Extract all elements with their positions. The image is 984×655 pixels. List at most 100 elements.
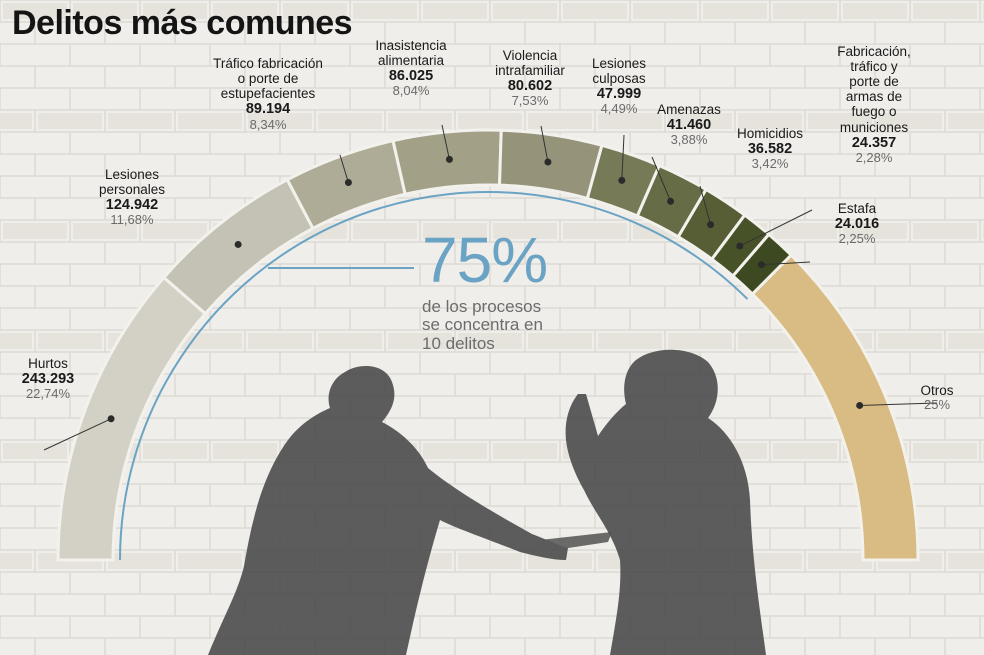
brick [318,113,382,129]
brick [283,3,347,19]
label-violencia-intrafamiliar: Violencia intrafamiliar 80.602 7,53% [440,48,620,109]
brick [493,3,557,19]
brick [563,3,627,19]
brick [178,553,242,569]
brick [143,223,207,239]
brick [913,443,977,459]
leader-dot-lesiones-culposas [618,176,626,184]
brick [388,333,452,349]
label-name-line: Tráfico fabricación [213,56,323,71]
brick [738,333,802,349]
leader-dot-fabricacion-trafico-y-porte-de-armas-de-fuego-o-municiones [736,242,744,250]
leader-line-lesiones-culposas [621,134,625,181]
label-lesiones-culposas: Lesiones culposas 47.999 4,49% [529,56,709,117]
brick [913,3,977,19]
brick [773,3,837,19]
leader-line-trafico-fabricacion-o-porte-de-estupefacientes [339,154,349,183]
label-value: 89.194 [245,101,291,118]
brick [423,3,487,19]
brick [38,113,102,129]
label-name-line: Amenazas [657,102,721,117]
leader-dot-otros [856,401,864,409]
brick [213,3,277,19]
slice-inasistencia-alimentaria [391,128,503,197]
chart-title: Delitos más comunes [12,4,353,42]
center-annotation: 75% de los procesos se concentra en 10 d… [422,224,548,353]
brick [248,333,312,349]
leader-line-estafa [761,261,811,266]
brick [3,3,67,19]
leader-line-violencia-intrafamiliar [540,125,549,163]
leader-line-fabricacion-trafico-y-porte-de-armas-de-fuego-o-municiones [739,209,813,247]
label-name-line: porte de [849,74,899,90]
label-name-line: Hurtos [28,356,68,371]
label-percent: 4,49% [600,101,638,117]
label-name-line: Estafa [837,201,877,216]
label-name-line: Lesiones [591,56,647,71]
brick [493,443,557,459]
brick [528,333,592,349]
brick [143,3,207,19]
brick [598,113,662,129]
label-name-line: intrafamiliar [495,63,565,79]
leader-line-amenazas [651,156,672,202]
label-name-line: armas de [845,89,903,105]
brick [738,113,802,129]
label-homicidios: Homicidios 36.582 3,42% [680,126,860,172]
label-name-line: Inasistencia [375,38,447,53]
center-caption-2: se concentra en [422,315,543,335]
brick [458,333,522,349]
brick [878,113,942,129]
leader-line-hurtos [43,418,112,451]
leader-dot-inasistencia-alimentaria [445,155,453,163]
label-percent: 25% [923,397,951,413]
label-value: 47.999 [596,86,642,103]
leader-dot-amenazas [667,197,675,205]
brick [3,223,67,239]
label-percent: 11,68% [110,212,154,228]
label-name-line: tráfico y [850,59,898,75]
label-value: 24.357 [851,134,897,151]
label-value: 24.016 [834,216,880,233]
label-name-line: culposas [592,71,646,87]
label-trafico-fabricacion-o-porte-de-estupefacientes: Tráfico fabricación o porte de estupefacie… [178,56,358,132]
brick [143,443,207,459]
brick [318,333,382,349]
brick [3,443,67,459]
brick [213,443,277,459]
brick [0,333,32,349]
label-otros: Otros 25% [847,383,984,413]
brick [563,223,627,239]
brick [493,223,557,239]
label-name-line: o porte de [237,71,299,87]
brick [948,113,984,129]
label-value: 80.602 [507,78,553,95]
brick [808,113,872,129]
brick [948,553,984,569]
brick [703,3,767,19]
brick [528,113,592,129]
label-inasistencia-alimentaria: Inasistencia alimentaria 86.025 8,04% [321,38,501,99]
label-lesiones-personales: Lesiones personales 124.942 11,68% [42,167,222,228]
brick [598,333,662,349]
label-estafa: Estafa 24.016 2,25% [767,201,947,247]
leader-lines [43,124,938,451]
center-percent: 75% [422,224,548,296]
label-percent: 22,74% [25,386,71,402]
brick [73,3,137,19]
leader-dot-trafico-fabricacion-o-porte-de-estupefacientes [344,178,352,186]
leader-line-inasistencia-alimentaria [441,124,450,160]
brick [773,443,837,459]
leader-dot-estafa [758,261,766,269]
brick [668,333,732,349]
brick [178,113,242,129]
label-value: 243.293 [21,371,75,388]
label-name-line: personales [98,182,166,198]
label-name-line: Homicidios [736,126,804,141]
label-name-line: Otros [920,383,954,398]
label-value: 86.025 [388,68,434,85]
brick [73,223,137,239]
leader-dot-hurtos [107,415,115,423]
label-hurtos: Hurtos 243.293 22,74% [0,356,138,402]
leader-dot-lesiones-personales [234,240,242,248]
